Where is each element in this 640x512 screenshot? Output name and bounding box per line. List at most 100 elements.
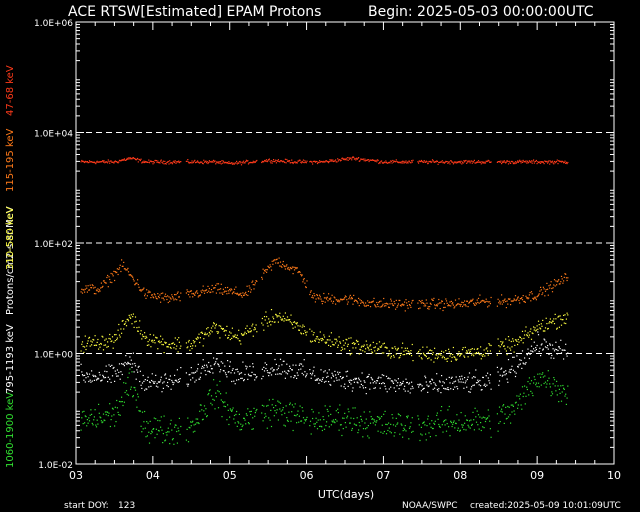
data-point xyxy=(399,384,401,386)
data-point xyxy=(556,159,558,161)
data-point xyxy=(502,300,504,302)
data-point xyxy=(270,162,272,164)
data-point xyxy=(342,340,344,342)
data-point xyxy=(511,346,513,348)
data-point xyxy=(436,160,438,162)
data-point xyxy=(339,160,342,162)
data-point xyxy=(399,415,402,417)
data-point xyxy=(206,161,208,163)
data-point xyxy=(105,161,107,163)
data-point xyxy=(383,382,385,385)
data-point xyxy=(104,161,107,163)
data-point xyxy=(487,159,489,161)
data-point xyxy=(563,280,565,282)
data-point xyxy=(213,287,215,289)
data-point xyxy=(190,367,192,369)
data-point xyxy=(324,370,326,372)
data-point xyxy=(169,297,171,299)
data-point xyxy=(555,390,557,392)
data-point xyxy=(86,425,88,427)
data-point xyxy=(342,348,344,350)
data-point xyxy=(122,404,124,407)
data-point xyxy=(507,381,509,383)
data-point xyxy=(227,337,229,339)
data-point xyxy=(145,388,147,390)
data-point xyxy=(227,360,229,362)
data-point xyxy=(353,343,355,345)
data-point xyxy=(289,321,291,323)
data-point xyxy=(297,271,299,274)
data-point xyxy=(100,420,102,422)
data-point xyxy=(219,380,221,382)
data-point xyxy=(512,405,514,407)
data-point xyxy=(98,371,100,374)
data-point xyxy=(368,160,370,163)
data-point xyxy=(269,419,271,421)
data-point xyxy=(505,300,507,303)
data-point xyxy=(180,425,182,428)
data-point xyxy=(101,160,103,163)
data-point xyxy=(227,404,229,406)
data-point xyxy=(410,388,412,390)
data-point xyxy=(162,433,164,435)
data-point xyxy=(545,161,547,163)
data-point xyxy=(251,161,253,164)
data-point xyxy=(250,410,252,412)
data-point xyxy=(326,160,328,162)
data-point xyxy=(224,401,226,403)
data-point xyxy=(84,160,86,162)
data-point xyxy=(229,408,231,410)
data-point xyxy=(467,356,469,358)
data-point xyxy=(333,296,335,298)
data-point xyxy=(446,302,448,304)
data-point xyxy=(127,320,130,322)
data-point xyxy=(388,377,390,379)
data-point xyxy=(556,394,558,396)
data-point xyxy=(146,379,148,381)
data-point xyxy=(237,371,239,373)
data-point xyxy=(399,162,401,164)
data-point xyxy=(288,319,290,321)
data-point xyxy=(197,160,199,162)
data-point xyxy=(265,311,267,313)
data-point xyxy=(360,300,362,302)
data-point xyxy=(485,375,487,377)
data-point xyxy=(329,298,331,300)
data-point xyxy=(312,334,314,336)
data-point xyxy=(253,407,255,409)
series-label-yellow: 310-580 keV xyxy=(5,206,16,270)
data-point xyxy=(323,371,325,373)
data-point xyxy=(364,381,366,383)
data-point xyxy=(306,373,308,375)
data-point xyxy=(169,375,171,377)
data-point xyxy=(88,420,91,422)
data-point xyxy=(86,419,88,421)
data-point xyxy=(298,369,300,371)
data-point xyxy=(316,336,319,338)
data-point xyxy=(553,377,555,379)
data-point xyxy=(252,323,254,325)
data-point xyxy=(448,304,450,306)
data-point xyxy=(293,375,296,377)
data-point xyxy=(517,404,519,406)
data-point xyxy=(528,352,530,354)
data-point xyxy=(148,162,151,164)
data-point xyxy=(490,436,492,438)
data-point xyxy=(512,404,514,406)
data-point xyxy=(565,162,567,164)
data-point xyxy=(340,424,342,426)
data-point xyxy=(536,386,538,388)
data-point xyxy=(162,387,164,389)
data-point xyxy=(139,159,141,162)
data-point xyxy=(533,341,535,343)
data-point xyxy=(521,386,524,388)
data-point xyxy=(526,388,528,391)
data-point xyxy=(120,328,122,330)
data-point xyxy=(407,162,409,164)
data-point xyxy=(405,160,407,162)
data-point xyxy=(86,372,88,374)
data-point xyxy=(93,161,95,163)
data-point xyxy=(284,161,286,164)
data-point xyxy=(154,342,156,344)
data-point xyxy=(149,291,151,293)
